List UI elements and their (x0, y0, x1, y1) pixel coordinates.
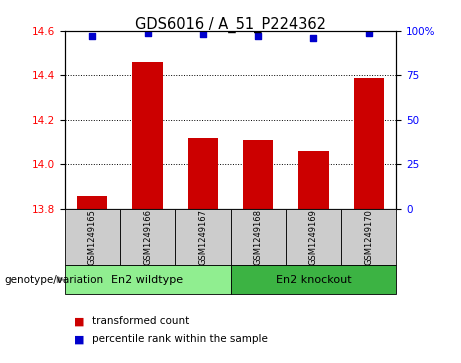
Point (310, 35, 317, 41)
Text: GSM1249169: GSM1249169 (309, 209, 318, 265)
Point (365, 30, 372, 36)
Text: genotype/variation: genotype/variation (5, 274, 104, 285)
Text: GSM1249167: GSM1249167 (198, 209, 207, 265)
Bar (230, 265, 396, 294)
Point (144, 30, 151, 36)
Bar (230, 209, 286, 265)
Bar (243, 140, 273, 209)
Bar (65, 209, 120, 265)
Bar (120, 209, 175, 265)
Bar (132, 62, 163, 209)
Bar (175, 209, 230, 265)
Text: percentile rank within the sample: percentile rank within the sample (92, 334, 268, 344)
Bar (354, 78, 384, 209)
Text: GSM1249168: GSM1249168 (254, 209, 263, 265)
Text: GSM1249166: GSM1249166 (143, 209, 152, 265)
Bar (286, 209, 341, 265)
Point (199, 32, 207, 37)
Bar (77, 196, 107, 209)
Text: GDS6016 / A_51_P224362: GDS6016 / A_51_P224362 (135, 16, 326, 33)
Text: ■: ■ (74, 316, 84, 326)
Bar (65, 265, 230, 294)
Bar (298, 151, 329, 209)
Text: En2 knockout: En2 knockout (276, 274, 351, 285)
Bar (341, 209, 396, 265)
Text: ■: ■ (74, 334, 84, 344)
Text: transformed count: transformed count (92, 316, 189, 326)
Text: GSM1249165: GSM1249165 (88, 209, 97, 265)
Point (89, 33, 96, 39)
Text: En2 wildtype: En2 wildtype (112, 274, 183, 285)
Bar (188, 138, 218, 209)
Text: GSM1249170: GSM1249170 (364, 209, 373, 265)
Point (254, 33, 262, 39)
